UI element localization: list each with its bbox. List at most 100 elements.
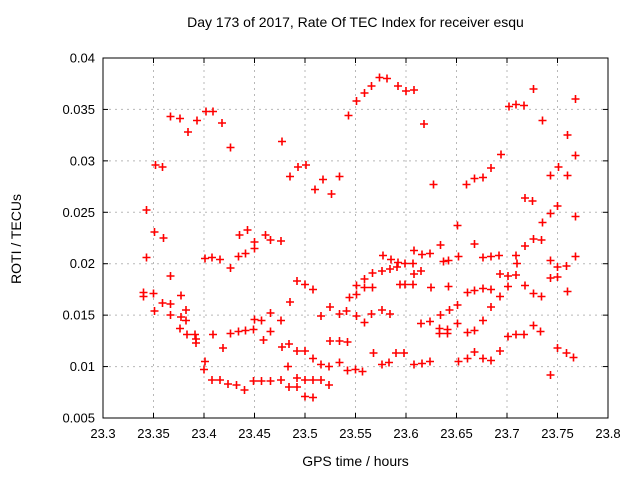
data-point-marker [342, 307, 351, 315]
data-point-marker [250, 315, 259, 324]
data-point-marker [546, 274, 555, 282]
data-point-marker [553, 273, 562, 281]
data-point-marker [368, 269, 377, 277]
data-point-marker [192, 339, 200, 347]
data-point-marker [463, 328, 472, 337]
data-point-marker [200, 365, 208, 374]
data-point-marker [278, 343, 286, 351]
data-point-marker [219, 344, 227, 352]
data-point-marker [317, 376, 325, 384]
data-point-marker [504, 332, 512, 341]
data-point-marker [454, 252, 463, 261]
x-tick-label: 23.3 [90, 426, 115, 441]
data-point-marker [301, 376, 309, 384]
data-point-marker [512, 100, 520, 109]
data-point-marker [367, 82, 376, 90]
data-point-marker [284, 362, 292, 371]
data-point-marker [277, 376, 285, 384]
data-point-marker [444, 256, 453, 265]
data-point-marker [266, 309, 275, 317]
data-point-marker [367, 310, 376, 318]
data-point-marker [378, 360, 386, 369]
chart-title: Day 173 of 2017, Rate Of TEC Index for r… [187, 14, 524, 30]
data-point-marker [529, 321, 538, 330]
data-point-marker [360, 283, 369, 292]
data-point-marker [226, 329, 235, 338]
data-point-marker [463, 354, 472, 363]
data-point-marker [177, 291, 185, 300]
y-tick-label: 0.04 [70, 51, 95, 66]
data-point-marker [250, 244, 259, 253]
data-point-marker [420, 120, 428, 128]
data-point-marker [201, 254, 209, 263]
data-point-marker [528, 197, 537, 205]
data-point-marker [410, 360, 418, 369]
data-point-marker [410, 270, 418, 278]
data-point-marker [445, 306, 454, 314]
data-point-marker [427, 283, 435, 292]
data-point-marker [286, 298, 294, 306]
data-point-marker [536, 327, 545, 336]
data-point-marker [293, 277, 301, 285]
data-point-marker [487, 285, 495, 294]
data-point-marker [521, 281, 529, 290]
data-point-marker [142, 253, 151, 262]
x-axis-label: GPS time / hours [302, 453, 409, 469]
x-tick-label: 23.55 [339, 426, 372, 441]
data-point-marker [326, 303, 334, 311]
data-point-marker [521, 194, 529, 202]
data-point-marker [241, 249, 250, 258]
data-point-marker [208, 376, 216, 384]
data-point-marker [335, 310, 344, 318]
data-point-marker [426, 249, 434, 258]
data-point-marker [360, 318, 369, 327]
data-point-marker [495, 251, 503, 260]
data-point-marker [368, 283, 377, 292]
data-point-marker [224, 380, 232, 388]
data-point-marker [453, 301, 462, 309]
data-point-marker [184, 128, 192, 136]
x-tick-label: 23.4 [191, 426, 216, 441]
data-point-marker [505, 102, 513, 111]
data-point-marker [453, 319, 462, 328]
data-point-marker [504, 282, 512, 291]
data-point-marker [378, 267, 386, 275]
data-point-marker [383, 74, 391, 83]
data-point-marker [266, 327, 275, 336]
data-point-marker [375, 73, 384, 82]
data-point-marker [410, 246, 418, 255]
data-point-marker [285, 383, 293, 391]
data-point-marker [417, 319, 425, 328]
data-point-marker [234, 327, 243, 336]
data-point-marker [216, 255, 224, 264]
y-tick-label: 0.035 [62, 102, 95, 117]
data-point-marker [479, 354, 487, 363]
data-point-marker [259, 336, 268, 344]
data-point-marker [487, 356, 495, 365]
data-point-marker [538, 116, 547, 125]
data-point-marker [352, 97, 361, 105]
data-point-marker [218, 119, 226, 127]
data-point-marker [201, 357, 209, 366]
data-point-marker [546, 371, 555, 379]
data-point-marker [479, 253, 487, 262]
data-point-marker [325, 362, 333, 371]
data-point-marker [335, 337, 344, 345]
y-tick-label: 0.015 [62, 308, 95, 323]
data-point-marker [386, 265, 394, 273]
data-point-marker [226, 143, 235, 152]
data-point-marker [400, 349, 408, 357]
data-point-marker [553, 202, 562, 210]
data-point-marker [325, 381, 333, 389]
data-point-marker [385, 358, 393, 367]
data-point-marker [319, 175, 327, 184]
data-point-marker [309, 393, 317, 402]
data-point-marker [393, 263, 401, 271]
data-point-marker [139, 292, 148, 301]
data-point-marker [285, 340, 293, 348]
data-point-marker [529, 85, 538, 93]
x-tick-label: 23.5 [292, 426, 317, 441]
data-point-marker [529, 235, 538, 243]
data-point-marker [378, 306, 386, 314]
